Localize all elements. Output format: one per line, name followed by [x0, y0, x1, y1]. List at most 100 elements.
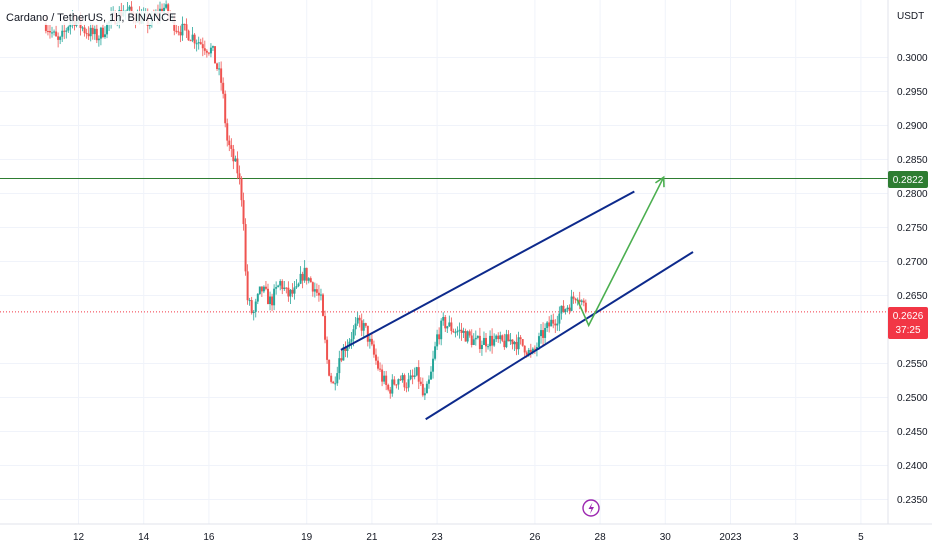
price-ticks: 0.3000 0.2950 0.2900 0.2850 0.2800 0.2750 0.27…	[897, 53, 928, 506]
candle-body	[517, 337, 520, 350]
candle-body	[377, 360, 380, 369]
candle-body	[234, 158, 237, 162]
candle-body	[493, 339, 496, 346]
candle-body	[499, 335, 502, 340]
candle-body	[562, 305, 565, 312]
candle-body	[570, 296, 573, 311]
candle-body	[537, 336, 540, 348]
candle-body	[330, 375, 333, 382]
candle-body	[299, 273, 302, 284]
candle-body	[515, 341, 518, 350]
candle-body	[381, 369, 384, 382]
candle-body	[470, 335, 473, 345]
candle-body	[495, 335, 498, 340]
candle-body	[540, 330, 543, 337]
candle-body	[44, 23, 47, 31]
candle-body	[277, 285, 280, 288]
price-tick-label: 0.2800	[897, 189, 928, 200]
drawings[interactable]	[340, 175, 694, 421]
candle-body	[175, 30, 178, 32]
price-tick-label: 0.2650	[897, 291, 928, 302]
price-tick-label: 0.2900	[897, 121, 928, 132]
candle-body	[334, 383, 337, 385]
candle-body	[91, 27, 94, 35]
candle-body	[584, 302, 587, 312]
candle-body	[466, 331, 469, 342]
candle-body	[305, 267, 308, 281]
candle-body	[419, 381, 422, 384]
candle-body	[289, 289, 292, 297]
candle-body	[273, 288, 276, 306]
candle-body	[95, 28, 98, 41]
candle-body	[211, 46, 214, 48]
candle-body	[275, 287, 278, 289]
candle-body	[258, 286, 261, 294]
candle-body	[415, 367, 418, 376]
price-lines	[0, 178, 888, 313]
candle-body	[395, 384, 398, 386]
candle-body	[295, 286, 298, 288]
candle-body	[429, 371, 432, 380]
time-tick-label: 16	[203, 532, 215, 543]
candle-body	[491, 335, 494, 346]
price-tick-label: 0.2450	[897, 427, 928, 438]
candle-body	[460, 329, 463, 333]
candle-body	[372, 344, 375, 355]
candle-body	[574, 298, 577, 301]
candle-body	[352, 329, 355, 340]
candle-body	[97, 38, 100, 41]
candle-body	[478, 335, 481, 350]
candle-body	[179, 31, 182, 36]
candle-body	[293, 287, 296, 294]
candle-body	[181, 23, 184, 36]
candle-body	[315, 289, 318, 293]
time-tick-label: 26	[529, 532, 541, 543]
candle-body	[468, 331, 471, 336]
candle-body	[148, 24, 151, 26]
candle-body	[201, 44, 204, 49]
candle-body	[250, 300, 253, 314]
candle-body	[476, 335, 479, 338]
candle-body	[130, 6, 133, 13]
candle-body	[450, 322, 453, 331]
last-price-label: 0.2626 37:25	[888, 307, 928, 339]
candle-body	[350, 339, 353, 342]
candle-body	[482, 337, 485, 345]
candle-body	[264, 286, 267, 289]
price-axis[interactable]: USDT	[887, 0, 932, 524]
candle-body	[458, 329, 461, 331]
candle-body	[126, 9, 129, 11]
candle-body	[236, 158, 239, 174]
svg-text:0.2822: 0.2822	[893, 175, 924, 186]
candle-body	[501, 335, 504, 341]
event-lightning-icon[interactable]	[582, 499, 600, 517]
candle-body	[338, 358, 341, 374]
candle-body	[423, 393, 426, 396]
candle-body	[409, 375, 412, 380]
candle-body	[340, 358, 343, 361]
candle-body	[497, 335, 500, 340]
candle-body	[531, 348, 534, 353]
candle-body	[485, 337, 487, 347]
candle-body	[374, 354, 377, 361]
candle-body	[582, 300, 585, 303]
candle-body	[222, 82, 225, 94]
candle-body	[348, 341, 351, 347]
candle-body	[203, 48, 206, 51]
time-axis[interactable]	[0, 523, 932, 550]
candle-body	[283, 287, 286, 290]
time-tick-label: 3	[793, 532, 799, 543]
time-tick-label: 2023	[719, 532, 742, 543]
candle-body	[413, 375, 416, 377]
candle-body	[546, 322, 549, 329]
candle-body	[397, 379, 400, 385]
candle-body	[346, 346, 349, 351]
candle-body	[279, 281, 282, 286]
candle-body	[509, 339, 512, 342]
candle-body	[185, 24, 188, 31]
candle-body	[57, 36, 60, 40]
candle-body	[167, 4, 170, 15]
candle-body	[525, 352, 528, 355]
